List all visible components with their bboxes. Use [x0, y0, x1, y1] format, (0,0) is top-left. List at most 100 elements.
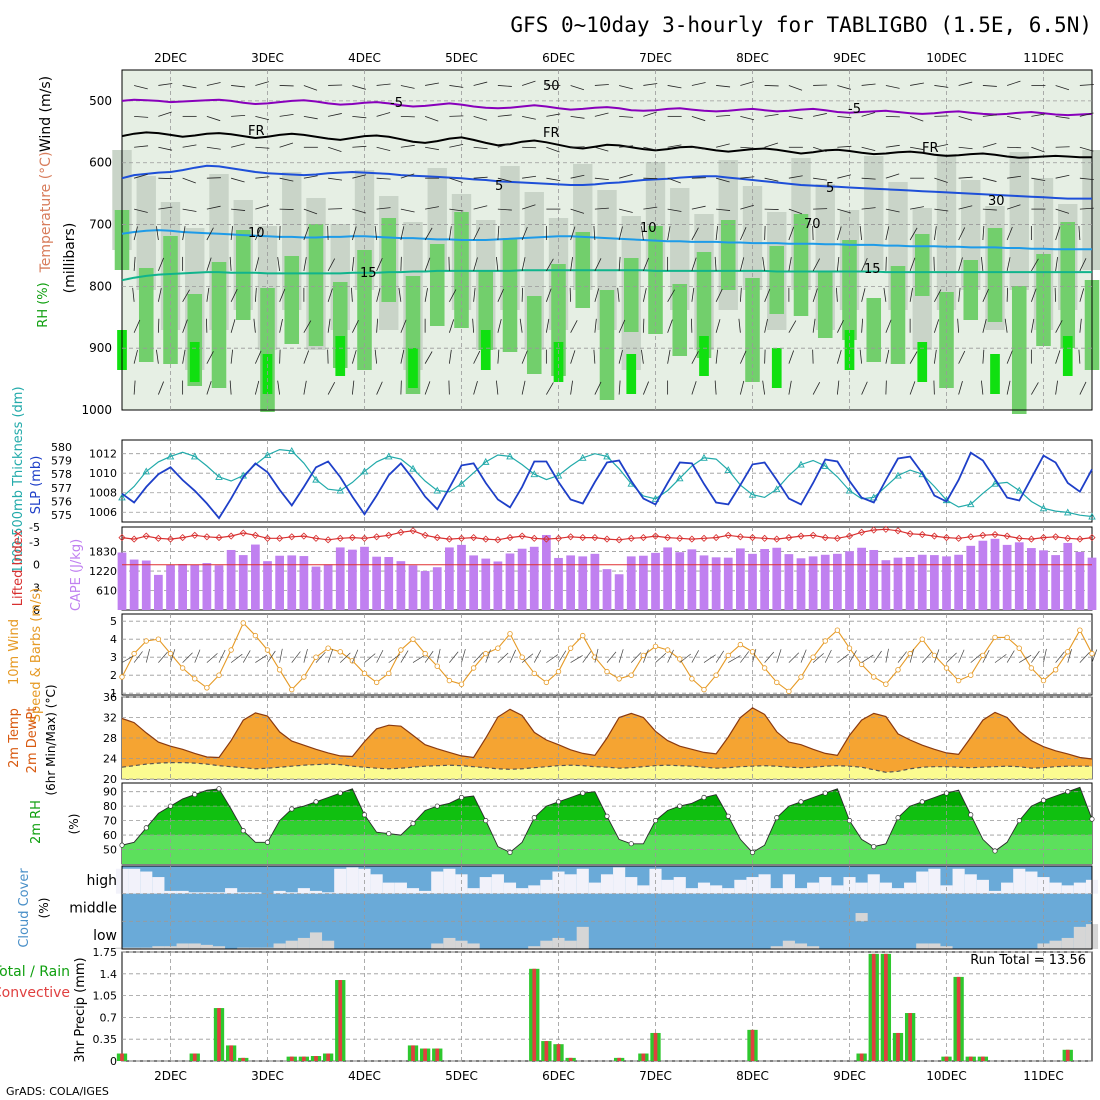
surface-wind-barb	[412, 654, 426, 663]
cloud-low-bar	[1073, 926, 1086, 949]
cloud-low-bar	[322, 940, 335, 949]
precip-convective-bar	[120, 1053, 124, 1061]
upper-wind-barb	[522, 80, 536, 86]
upper-wind-barb	[764, 142, 779, 148]
thickness-marker	[481, 457, 490, 465]
cape-bar	[408, 565, 418, 610]
upper-wind-barb	[570, 320, 578, 333]
upper-wind-barb	[1030, 318, 1035, 333]
upper-wind-barb	[619, 115, 634, 118]
wind-speed-marker	[337, 649, 343, 655]
precip-convective-bar	[1065, 1049, 1070, 1061]
cloud-low-bar	[467, 943, 480, 949]
upper-wind-barb	[449, 289, 457, 303]
cloud-high-bar	[1025, 871, 1038, 894]
li-marker	[1003, 532, 1011, 540]
upper-wind-barb	[473, 146, 488, 150]
cloud-high-bar	[212, 892, 226, 894]
cloud-low-bar	[916, 943, 929, 949]
surface-wind-barb	[909, 648, 915, 663]
li-marker	[518, 532, 526, 540]
surface-wind-barb	[691, 650, 699, 663]
upper-wind-barb	[837, 174, 852, 179]
surface-wind-barb	[812, 653, 824, 663]
cloud-high-bar	[673, 877, 686, 894]
upper-wind-barb	[277, 380, 281, 395]
upper-wind-barb	[255, 176, 270, 179]
cloud-low-bar	[164, 946, 177, 949]
surface-wind-barb	[242, 650, 251, 663]
cape-bar	[238, 555, 248, 610]
thickness-tick-578: 578	[51, 468, 72, 481]
li-marker	[1015, 534, 1023, 542]
upper-wind-barb	[255, 350, 262, 364]
upper-wind-barb	[522, 175, 537, 179]
wind-speed-marker	[483, 650, 489, 657]
wind-speed-marker	[713, 672, 719, 678]
upper-wind-barb	[400, 144, 415, 148]
upper-wind-barb	[618, 319, 626, 333]
thickness-marker	[748, 490, 757, 498]
li-marker	[130, 535, 138, 543]
cloud-high-bar	[564, 874, 577, 894]
rh-marker	[822, 790, 828, 796]
wind-speed-marker	[834, 627, 841, 633]
upper-wind-barb	[1055, 256, 1058, 271]
wind-speed-marker	[980, 652, 986, 659]
cape-bar	[226, 549, 236, 610]
precip-tick-0: 0	[110, 1055, 117, 1068]
upper-wind-barb	[303, 85, 318, 91]
wind-speed-marker	[1028, 665, 1035, 671]
upper-wind-barb	[376, 257, 383, 272]
cape-bar	[554, 557, 563, 610]
upper-wind-barb	[328, 177, 343, 181]
precip-tick-1.05: 1.05	[93, 990, 118, 1003]
wind-speed-marker	[689, 676, 695, 682]
upper-wind-barb	[641, 349, 644, 364]
upper-wind-barb	[933, 226, 937, 241]
cape-bar	[614, 574, 624, 610]
contour-label-9: 15	[360, 266, 377, 281]
upper-wind-barb	[133, 256, 136, 271]
upper-wind-barb	[570, 380, 573, 395]
thickness-marker	[578, 453, 587, 461]
rh-marker	[749, 849, 756, 855]
wind-speed-marker	[131, 650, 137, 657]
upper-wind-barb	[351, 350, 357, 364]
upper-wind-barb	[376, 83, 391, 86]
cape-bar	[154, 574, 163, 610]
surface-wind-barb	[958, 649, 965, 663]
rh-green-band	[429, 244, 445, 326]
cape-bar	[930, 555, 939, 610]
wind-speed-marker	[604, 668, 610, 675]
precip-convective-bar	[302, 1056, 306, 1061]
upper-wind-barb	[788, 226, 795, 241]
cloud-high-bar	[188, 892, 201, 894]
upper-wind-barb	[617, 287, 620, 302]
cape-bar	[1002, 544, 1012, 610]
rh-marker	[895, 815, 901, 821]
upper-wind-barb	[255, 81, 269, 86]
upper-wind-barb	[156, 349, 159, 364]
rh-marker	[628, 841, 634, 847]
cloud-high-bar	[710, 885, 723, 894]
upper-wind-barb	[206, 287, 210, 302]
cloud-low-bar	[152, 946, 165, 949]
cloud-low-bar	[309, 932, 323, 949]
upper-wind-barb	[182, 144, 197, 148]
rh-bright-band	[335, 336, 346, 376]
rh-green-band	[163, 236, 178, 364]
wind-speed-marker	[1089, 650, 1095, 657]
rh-green-band	[866, 298, 882, 362]
upper-wind-barb	[352, 85, 366, 90]
upper-wind-barb	[303, 380, 307, 395]
upper-wind-barb	[255, 227, 262, 241]
upper-wind-barb	[764, 177, 779, 182]
upper-wind-barb	[182, 289, 190, 303]
upper-wind-barb	[424, 351, 433, 364]
upper-wind-barb	[593, 349, 596, 364]
contour-label-11: 30	[988, 194, 1005, 209]
upper-wind-barb	[958, 146, 973, 150]
cloud-high-bar	[819, 877, 832, 894]
upper-wind-barb	[425, 82, 439, 86]
